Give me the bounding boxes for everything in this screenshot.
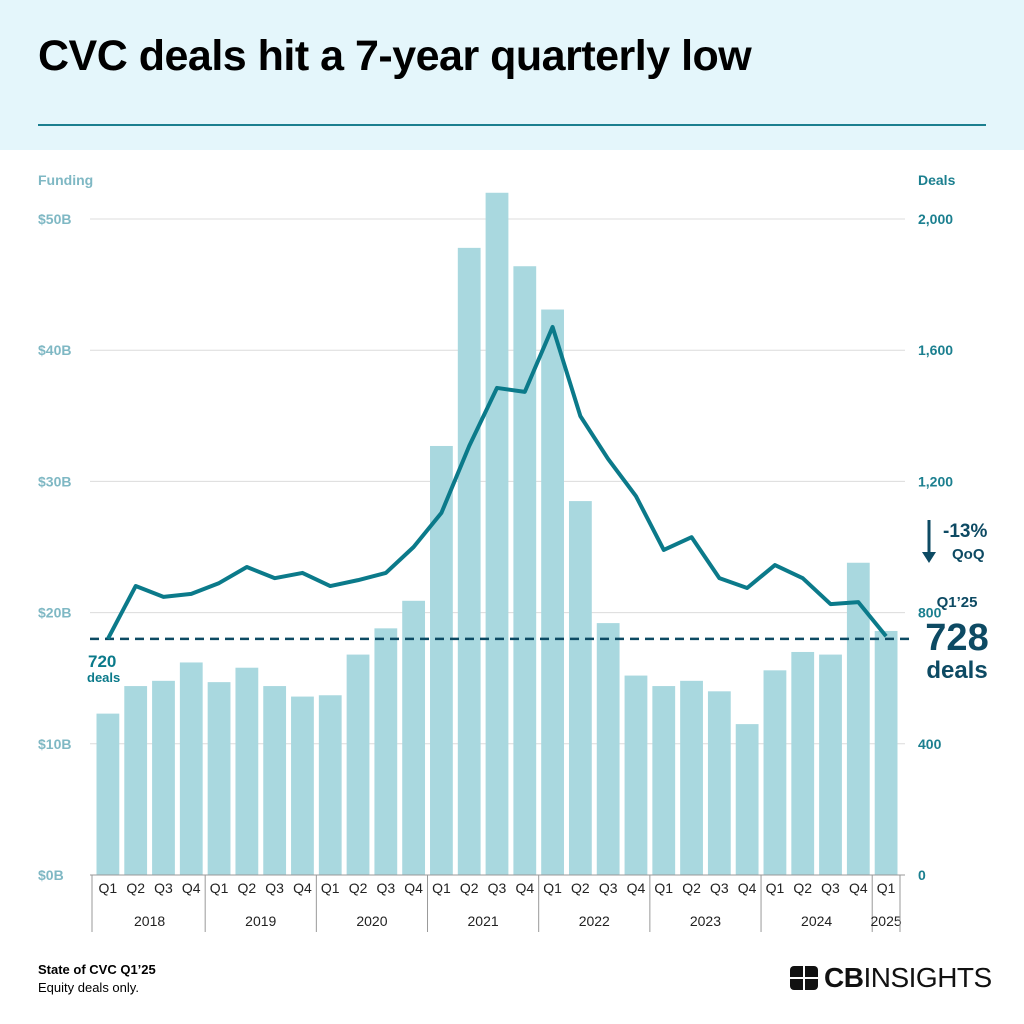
funding-bar [318,695,342,875]
quarter-tick-label: Q1 [321,880,340,896]
funding-bar [707,691,731,875]
latest-period: Q1’25 [937,594,978,611]
quarter-tick-label: Q4 [849,880,868,896]
quarter-tick-label: Q2 [682,880,701,896]
year-tick-label: 2024 [801,913,832,929]
funding-bar [819,654,842,875]
quarter-tick-label: Q3 [265,880,284,896]
quarter-tick-label: Q2 [793,880,812,896]
left-tick-label: $10B [38,736,71,752]
funding-bar [735,724,759,875]
right-tick-label: 1,600 [918,342,953,358]
funding-bar [457,247,481,875]
logo-light: INSIGHTS [863,962,992,993]
quarter-tick-label: Q1 [543,880,562,896]
quarter-tick-label: Q4 [627,880,646,896]
quarter-tick-label: Q1 [766,880,785,896]
funding-bar [485,192,509,875]
quarter-tick-label: Q3 [599,880,618,896]
right-tick-label: 0 [918,867,926,883]
funding-bar [374,628,398,875]
quarter-tick-label: Q4 [515,880,534,896]
quarter-tick-label: Q1 [99,880,118,896]
reference-value-label: 720 [88,652,116,671]
funding-bar [235,667,259,875]
quarter-tick-label: Q3 [488,880,507,896]
funding-bar [652,686,676,875]
cb-insights-logo: CBINSIGHTS [790,962,992,994]
year-tick-label: 2022 [579,913,610,929]
year-tick-label: 2019 [245,913,276,929]
latest-unit: deals [926,657,987,684]
funding-bar [152,680,175,875]
left-tick-label: $40B [38,342,71,358]
quarter-tick-label: Q3 [710,880,729,896]
right-tick-label: 1,200 [918,473,953,489]
left-tick-label: $50B [38,211,71,227]
quarter-tick-label: Q2 [460,880,479,896]
funding-bar [291,696,314,875]
funding-bar [346,654,370,875]
quarter-tick-label: Q1 [432,880,451,896]
right-tick-label: 400 [918,736,942,752]
quarter-tick-label: Q4 [738,880,757,896]
left-tick-label: $30B [38,473,71,489]
funding-bar [179,662,203,875]
year-tick-label: 2023 [690,913,721,929]
quarter-tick-label: Q2 [238,880,257,896]
year-tick-label: 2021 [468,913,499,929]
funding-bar [96,713,120,875]
funding-bar [874,630,898,875]
quarter-tick-label: Q2 [349,880,368,896]
year-tick-label: 2018 [134,913,165,929]
change-percent: -13% [943,521,987,542]
logo-mark-icon [790,966,818,990]
logo-bold: CB [824,962,864,993]
footer-note: Equity deals only. [38,980,139,995]
latest-value: 728 [925,617,988,659]
change-unit: QoQ [952,546,985,563]
quarter-tick-label: Q3 [154,880,173,896]
down-arrow-head-icon [922,552,936,563]
header-band: CVC deals hit a 7-year quarterly low [0,0,1024,150]
year-tick-label: 2020 [356,913,387,929]
reference-unit-label: deals [87,670,120,685]
year-tick-label: 2025 [871,913,902,929]
quarter-tick-label: Q3 [376,880,395,896]
funding-bar [846,562,870,875]
right-tick-label: 2,000 [918,211,953,227]
funding-bar [430,445,453,875]
quarter-tick-label: Q1 [210,880,229,896]
quarter-tick-label: Q1 [654,880,673,896]
quarter-tick-label: Q4 [293,880,312,896]
chart-title: CVC deals hit a 7-year quarterly low [38,32,752,80]
quarter-tick-label: Q1 [877,880,896,896]
left-tick-label: $0B [38,867,64,883]
right-tick-label: 800 [918,605,942,621]
funding-bar [124,686,148,875]
funding-bar [541,309,564,875]
quarter-tick-label: Q2 [571,880,590,896]
quarter-tick-label: Q4 [182,880,201,896]
quarter-tick-label: Q3 [821,880,840,896]
quarter-tick-label: Q2 [126,880,145,896]
funding-bar [596,623,620,875]
quarter-tick-label: Q4 [404,880,423,896]
left-axis-label: Funding [38,172,93,188]
funding-bar [263,686,287,875]
funding-bar [513,266,537,875]
title-divider [38,124,986,126]
funding-bar [568,501,592,875]
funding-bar [791,651,815,875]
right-axis-label: Deals [918,172,956,188]
funding-bar [763,670,787,875]
funding-bar [207,682,231,875]
funding-bar [402,600,426,875]
left-tick-label: $20B [38,605,71,621]
funding-bar [680,680,703,875]
footer-source: State of CVC Q1’25 [38,962,156,977]
funding-bar [624,675,648,875]
